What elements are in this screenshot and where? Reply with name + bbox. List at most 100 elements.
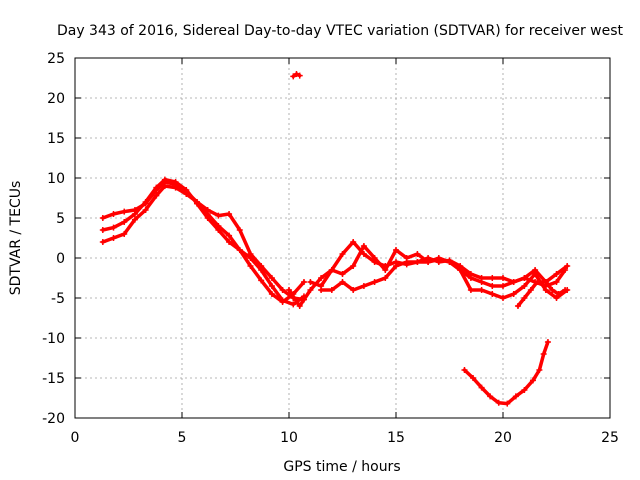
point-track-e-21 [532,271,539,277]
point-track-a-0 [99,215,106,221]
point-track-a-16 [268,275,275,281]
point-track-h-8 [529,377,536,384]
point-track-e-15 [467,287,474,293]
point-track-c-5 [153,192,160,199]
x-tick-label-5: 25 [601,430,619,446]
point-track-f-6 [382,275,389,281]
series-track-c [101,184,306,304]
series-track-h [462,340,550,406]
point-track-f-23 [562,267,569,273]
y-tick-label-4: 0 [56,251,65,267]
point-track-c-4 [142,207,149,213]
point-track-h-0 [461,367,468,373]
point-track-b-16 [268,283,275,289]
series-track-b [101,177,306,307]
point-track-b-15 [258,267,265,273]
axis-ticks: 0 5 10 15 20 25 -20 -15 -10 -5 0 5 10 15 20 25 [42,51,619,446]
point-track-h-11 [544,339,551,345]
point-track-e-16 [478,287,485,293]
series-track-a [101,180,306,302]
point-track-f-17 [500,275,506,281]
point-track-d-3 [318,275,325,281]
point-track-g-5 [549,287,556,293]
point-track-f-9 [414,259,421,265]
point-track-e-4 [350,263,357,269]
point-track-g-0 [514,303,521,309]
point-track-b-0 [99,227,106,233]
point-track-f-14 [467,271,474,277]
point-track-h-6 [512,393,519,400]
point-track-f-3 [350,287,357,293]
point-track-a-17 [279,287,286,293]
point-track-a-2 [121,208,128,215]
x-tick-label-1: 5 [178,430,187,446]
point-track-e-19 [510,291,517,297]
point-track-c-3 [131,216,138,223]
point-track-g-7 [562,287,569,293]
point-track-c-11 [215,223,222,229]
point-outlier-1 [293,71,300,77]
point-track-e-5 [360,243,367,249]
point-track-e-10 [414,251,421,257]
point-track-d-2 [307,287,314,293]
point-track-h-7 [521,387,528,393]
point-track-g-2 [527,287,534,293]
y-tick-label-8: 20 [47,91,65,107]
point-track-c-13 [236,247,243,253]
point-track-c-19 [300,279,307,285]
y-axis-label: SDTVAR / TECUs [8,181,24,296]
point-track-d-1 [296,303,303,309]
point-track-d-5 [339,251,346,257]
point-track-g-1 [521,295,528,301]
point-track-h-3 [487,393,494,400]
point-track-f-19 [521,275,528,281]
point-track-d-26 [564,263,571,269]
point-track-g-6 [555,291,562,297]
point-track-d-25 [553,271,560,277]
point-track-f-15 [478,275,485,281]
point-track-f-10 [425,255,432,261]
point-track-e-23 [553,295,560,301]
y-tick-label-3: -5 [51,291,65,307]
point-track-g-4 [542,279,549,285]
point-track-e-20 [521,283,528,289]
point-track-a-1 [110,211,117,217]
point-track-f-2 [339,279,346,285]
point-track-h-2 [478,384,485,391]
y-tick-label-9: 25 [47,51,65,67]
point-track-a-13 [236,227,243,233]
point-track-c-0 [99,239,106,245]
x-axis-label: GPS time / hours [283,459,400,475]
x-tick-label-0: 0 [71,430,80,446]
point-track-g-3 [534,279,541,285]
point-track-c-12 [226,232,233,239]
point-track-c-17 [279,299,286,305]
point-track-h-1 [470,375,477,381]
point-track-e-7 [382,267,389,273]
point-track-c-7 [172,184,179,191]
point-track-d-19 [489,283,496,289]
point-outlier-0 [290,73,297,80]
point-track-f-1 [328,287,335,293]
point-track-h-4 [495,399,502,406]
point-track-c-9 [193,199,200,205]
point-track-b-12 [226,239,233,245]
point-track-e-3 [339,271,346,277]
point-outlier-2 [296,72,303,79]
y-tick-label-2: -10 [42,331,65,347]
point-track-c-8 [183,191,190,197]
x-tick-label-4: 20 [494,430,512,446]
point-track-h-5 [504,400,511,407]
y-tick-label-7: 15 [47,131,65,147]
point-track-f-11 [435,259,442,265]
point-track-e-2 [328,267,335,273]
point-track-f-13 [457,263,464,269]
point-track-c-14 [247,263,254,269]
point-track-e-8 [393,247,399,253]
point-track-e-18 [500,295,506,301]
point-track-b-2 [121,219,128,225]
point-track-f-0 [318,287,325,293]
point-track-h-9 [536,367,543,373]
point-track-b-6 [161,176,168,183]
point-track-b-7 [172,179,179,185]
